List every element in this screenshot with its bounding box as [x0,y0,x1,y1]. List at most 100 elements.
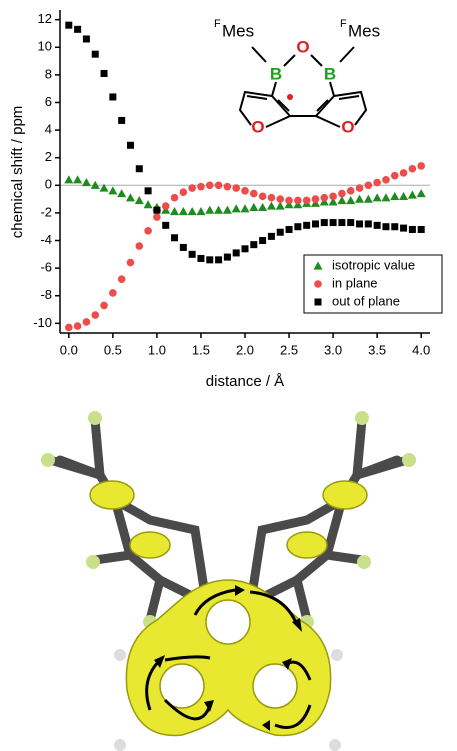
point [276,195,284,203]
point [206,182,214,190]
point [171,194,179,202]
point [92,51,99,58]
legend-marker [314,280,322,288]
point [409,165,417,173]
point [171,234,178,241]
point [382,176,390,184]
x-tick-label: 0.0 [60,342,78,357]
point [347,187,355,195]
atom-label: B [270,64,282,83]
point [136,165,143,172]
point [268,233,275,240]
bond [272,82,276,96]
point [258,203,267,211]
y-tick-label: 10 [38,39,52,54]
point [233,249,240,256]
point [374,222,381,229]
point [242,245,249,252]
point [153,213,161,221]
point [417,162,425,170]
point [408,190,417,198]
point [241,187,249,195]
point [330,219,337,226]
point [390,192,399,200]
substituent: Mes [348,21,380,40]
molecule-image [41,411,416,751]
point [118,275,126,283]
x-tick-label: 2.0 [236,342,254,357]
point [206,256,213,263]
point [109,289,117,297]
point [312,195,320,203]
point [180,244,187,251]
point [205,206,214,214]
point [365,182,373,190]
point [338,219,345,226]
point [294,197,302,205]
point [224,183,232,191]
point [135,196,144,204]
y-tick-label: -8 [40,287,52,302]
point [346,196,355,204]
substituent: Mes [222,21,254,40]
point [196,207,205,215]
y-tick-label: -6 [40,260,52,275]
x-tick-label: 4.0 [412,342,430,357]
point [329,193,337,201]
point [286,226,293,233]
point [355,195,364,203]
point [373,179,381,187]
point [232,204,241,212]
x-tick-label: 3.0 [324,342,342,357]
point [64,175,73,183]
point [109,93,116,100]
point [268,194,276,202]
point [127,142,134,149]
bond [247,96,267,99]
point [250,190,258,198]
point [144,200,153,208]
superscript: F [214,18,221,30]
bond [284,55,295,66]
point [312,220,319,227]
point [364,195,373,203]
point [303,197,311,205]
point [250,241,257,248]
point [188,184,196,192]
point [400,225,407,232]
point [126,193,135,201]
point [83,318,91,326]
point [197,183,205,191]
point [294,223,301,230]
point [400,169,408,177]
point [65,324,73,332]
x-tick-label: 3.5 [368,342,386,357]
point [277,229,284,236]
x-axis-title: distance / Å [206,373,284,390]
y-axis-title: chemical shift / ppm [9,106,26,239]
point [373,193,382,201]
point [180,188,188,196]
point [145,187,152,194]
atom-label: O [296,37,309,56]
legend-marker [315,299,322,306]
point [224,254,231,261]
point [241,204,250,212]
point [91,311,99,319]
point [249,203,258,211]
point [170,207,179,215]
point [381,193,390,201]
point [320,194,328,202]
bond [340,47,354,62]
point [399,192,408,200]
point [417,189,426,197]
point [135,242,143,250]
point [391,172,399,180]
point [144,227,152,235]
point [74,322,82,330]
point [127,259,135,267]
point [285,197,293,205]
y-tick-label: 8 [45,66,52,81]
bond [330,82,334,96]
point [215,182,223,190]
